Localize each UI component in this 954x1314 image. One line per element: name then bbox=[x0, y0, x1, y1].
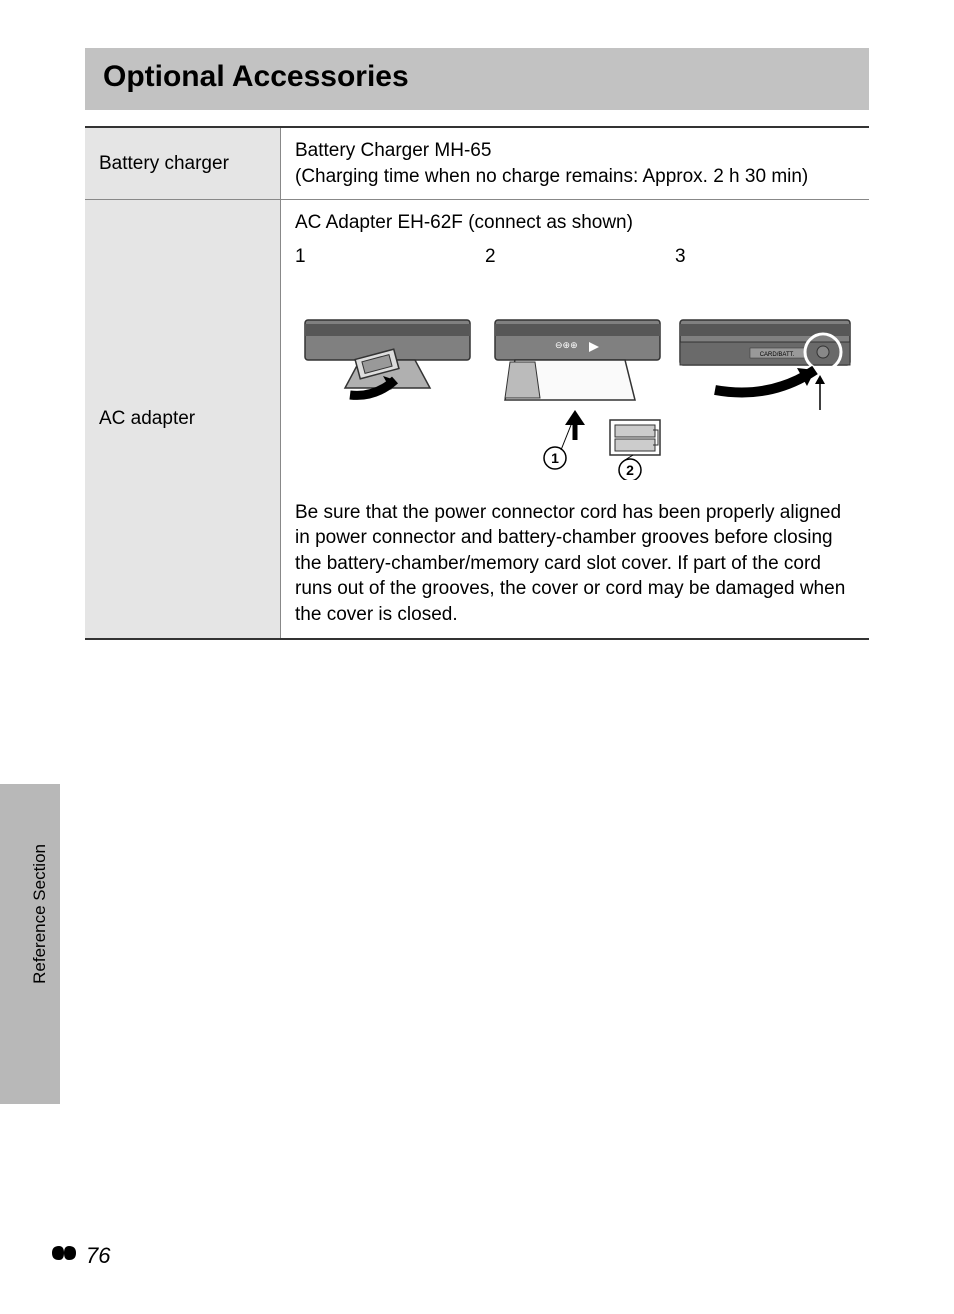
step-number: 2 bbox=[485, 244, 665, 270]
svg-text:CARD/BATT.: CARD/BATT. bbox=[760, 352, 795, 358]
charger-subtitle: (Charging time when no charge remains: A… bbox=[295, 164, 855, 190]
page-number: 76 bbox=[86, 1243, 110, 1269]
step-number: 1 bbox=[295, 244, 475, 270]
row-content: Battery Charger MH-65 (Charging time whe… bbox=[281, 127, 870, 200]
illustration-1 bbox=[295, 280, 475, 480]
callout-2: 2 bbox=[626, 462, 634, 478]
row-label: Battery charger bbox=[85, 127, 281, 200]
steps-row: 1 2 3 bbox=[295, 244, 855, 270]
section-tab-label: Reference Section bbox=[30, 844, 50, 984]
svg-text:⊖⊕⊕: ⊖⊕⊕ bbox=[555, 340, 578, 350]
illustrations-row: ⊖⊕⊕ 1 bbox=[295, 280, 855, 480]
table-row: Battery charger Battery Charger MH-65 (C… bbox=[85, 127, 869, 200]
adapter-title: AC Adapter EH-62F (connect as shown) bbox=[295, 210, 855, 236]
step-number: 3 bbox=[675, 244, 855, 270]
charger-title: Battery Charger MH-65 bbox=[295, 138, 855, 164]
row-content: AC Adapter EH-62F (connect as shown) 1 2… bbox=[281, 200, 870, 639]
page-footer: 76 bbox=[50, 1243, 110, 1269]
illustration-3: CARD/BATT. bbox=[675, 280, 855, 480]
adapter-note: Be sure that the power connector cord ha… bbox=[295, 500, 855, 628]
row-label: AC adapter bbox=[85, 200, 281, 639]
illustration-2: ⊖⊕⊕ 1 bbox=[485, 280, 665, 480]
reference-icon bbox=[50, 1244, 78, 1268]
table-row: AC adapter AC Adapter EH-62F (connect as… bbox=[85, 200, 869, 639]
accessories-table: Battery charger Battery Charger MH-65 (C… bbox=[85, 126, 869, 640]
page-title: Optional Accessories bbox=[85, 48, 869, 110]
callout-1: 1 bbox=[551, 450, 559, 466]
